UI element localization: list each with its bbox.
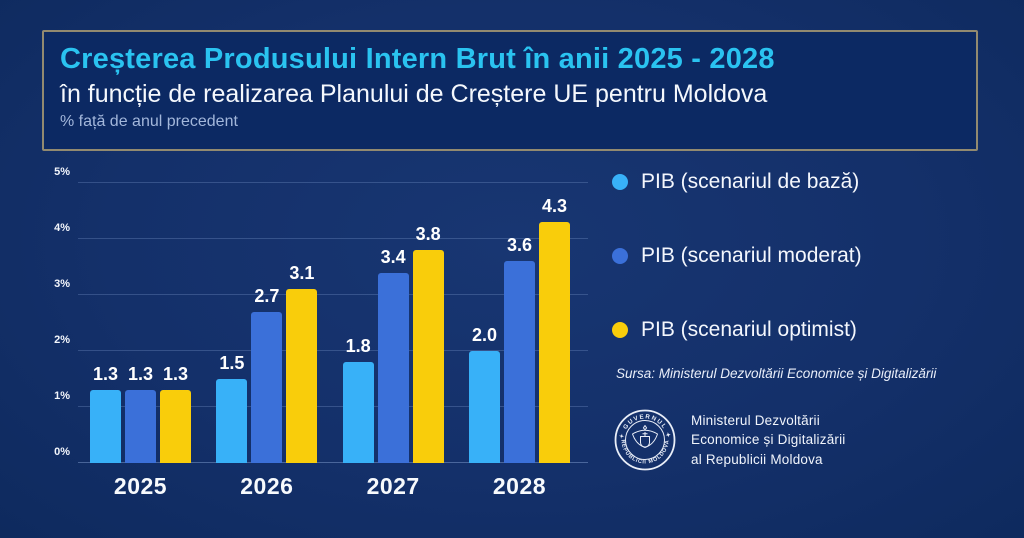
y-axis-tick-label: 1% [54,389,70,402]
legend-dot-icon [612,174,628,190]
legend-label: PIB (scenariul de bază) [641,170,860,193]
bar-2027-PIB (scenariul optimist): 3.8 [412,224,444,463]
bar-2025-PIB (scenariul moderat): 1.3 [125,364,156,463]
svg-text:REPUBLICII MOLDOVA: REPUBLICII MOLDOVA [619,439,670,465]
bar-2027-PIB (scenariul de bază): 1.8 [342,336,374,463]
y-axis-tick-label: 5% [54,165,70,178]
gridline [78,350,588,351]
bar-value-label: 1.3 [127,364,154,385]
bar-value-label: 1.8 [345,336,371,357]
bar-2026-PIB (scenariul moderat): 2.7 [251,286,283,463]
x-axis-labels: 2025 2026 2027 2028 [78,463,588,500]
ministry-logo: ✦ GUVERNUL ✦ REPUBLICII MOLDOVA Minister… [613,408,846,472]
bar-value-label: 3.6 [506,235,532,256]
legend-item: PIB (scenariul optimist) [612,318,862,342]
bar-2025-PIB (scenariul optimist): 1.3 [160,364,191,463]
bar-group-2028: 2.0 3.6 4.3 [468,183,570,463]
bar-value-label: 3.1 [289,263,315,284]
plot-area: 0% 1% 2% 3% 4% 5% 1.3 1.3 1.3 1.5 2.7 3.1 1.8 3.4 3.8 2… [54,166,588,463]
bar-value-label: 2.7 [254,285,280,306]
page-subtitle: în funcție de realizarea Planului de Cre… [60,80,768,109]
ministry-name-line: Ministerul Dezvoltării [691,413,820,429]
bar-2025-PIB (scenariul de bază): 1.3 [90,364,121,463]
legend-label: PIB (scenariul moderat) [641,244,862,267]
bar-2026-PIB (scenariul optimist): 3.1 [286,263,318,463]
gridline [78,182,588,183]
y-axis-tick-label: 0% [54,445,70,458]
gridline [78,406,588,407]
bar-group-2026: 1.5 2.7 3.1 [216,183,318,463]
bar-group-2025: 1.3 1.3 1.3 [90,183,191,463]
bar-2028-PIB (scenariul moderat): 3.6 [503,235,535,463]
ministry-name-line: Economice și Digitalizării [691,432,846,448]
bar-value-label: 2.0 [471,325,497,345]
bar-value-label: 1.5 [219,353,245,373]
bar-2028-PIB (scenariul optimist): 4.3 [538,196,570,463]
ministry-name-line: al Republicii Moldova [691,451,823,467]
bar-2027-PIB (scenariul moderat): 3.4 [377,247,409,463]
legend-item: PIB (scenariul moderat) [612,244,862,268]
legend-item: PIB (scenariul de bază) [612,170,862,194]
bar-group-2027: 1.8 3.4 3.8 [342,183,444,463]
title-box: Creșterea Produsului Intern Brut în anii… [42,30,978,151]
x-axis-label-2025: 2025 [113,473,168,499]
ministry-name: Ministerul Dezvoltării Economice și Digi… [691,411,846,468]
chart-legend: PIB (scenariul de bază) PIB (scenariul mo… [612,170,862,392]
x-axis-label-2027: 2027 [366,473,420,499]
bar-value-label: 3.8 [415,224,441,245]
bars-row: 1.3 1.3 1.3 1.5 2.7 3.1 1.8 3.4 3.8 2.0 3.6 4.3 [78,183,588,463]
legend-dot-icon [612,322,628,338]
source-note: Sursa: Ministerul Dezvoltării Economice … [616,366,937,381]
bar-value-label: 3.4 [380,246,406,267]
legend-label: PIB (scenariul optimist) [641,318,857,341]
gridline [78,238,588,239]
units-note: % față de anul precedent [60,113,238,131]
bar-2028-PIB (scenariul de bază): 2.0 [468,325,500,463]
bar-2026-PIB (scenariul de bază): 1.5 [216,353,248,463]
page-title: Creșterea Produsului Intern Brut în anii… [60,43,775,75]
gridline [78,462,588,463]
bar-value-label: 4.3 [541,196,567,217]
x-axis-label-2028: 2028 [492,473,547,499]
gridline [78,294,588,295]
y-axis-tick-label: 3% [54,277,70,290]
y-axis-tick-label: 2% [54,333,70,346]
y-axis-tick-label: 4% [54,221,70,234]
x-axis-label-2026: 2026 [240,473,294,499]
bar-value-label: 1.3 [92,364,119,385]
government-seal-icon: ✦ GUVERNUL ✦ REPUBLICII MOLDOVA [614,409,676,471]
bar-chart: 0% 1% 2% 3% 4% 5% 1.3 1.3 1.3 1.5 2.7 3.1 1.8 3.4 3.8 2… [48,166,593,500]
bar-value-label: 1.3 [162,364,189,385]
legend-dot-icon [612,248,628,264]
